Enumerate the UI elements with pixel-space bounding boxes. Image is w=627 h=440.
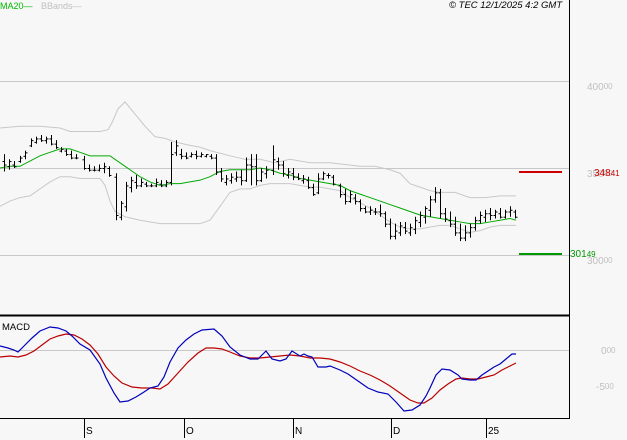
ma20-line — [0, 148, 517, 225]
macd-axis-label-0: 000 — [601, 346, 616, 357]
x-axis-label-oct: O — [186, 426, 194, 437]
x-axis-label-nov: N — [295, 426, 303, 437]
macd-axis-label-minus5: -500 — [596, 382, 614, 393]
price-axis-label-400: 40000 — [587, 82, 613, 93]
x-axis-label-dec: D — [393, 426, 401, 437]
copyright-timestamp: © TEC 12/1/2025 4:2 GMT — [449, 0, 563, 11]
resistance-level-label: 34841 — [594, 168, 620, 179]
chart-legend: MA20— BBands— — [0, 0, 82, 12]
price-axis-label-350: 35000 — [587, 169, 613, 180]
support-level-label: 30149 — [570, 249, 596, 260]
bollinger-lower-band — [0, 176, 516, 233]
x-axis-label-sep: S — [86, 426, 93, 437]
price-axis-label-300: 30000 — [587, 256, 613, 267]
legend-bbands: BBands— — [41, 1, 82, 11]
macd-signal-line — [0, 333, 517, 404]
legend-ma20: MA20— — [0, 1, 33, 11]
x-axis-label-2025: 25 — [488, 426, 500, 437]
bollinger-upper-band — [0, 101, 516, 199]
macd-line — [0, 326, 516, 412]
macd-title: MACD — [2, 322, 30, 333]
